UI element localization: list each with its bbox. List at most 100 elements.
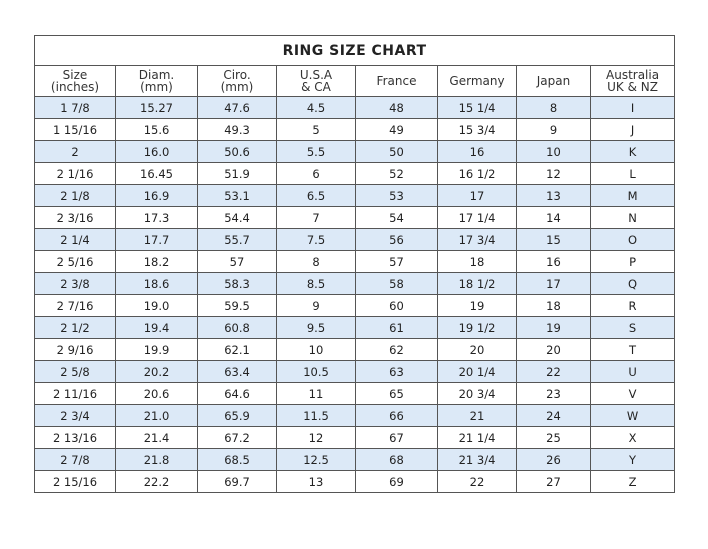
cell-australia-uk-nz: W — [589, 404, 676, 427]
column-header-line: U.S.A — [299, 68, 333, 82]
cell-germany: 21 3/4 — [437, 448, 517, 471]
cell-usa-ca: 11 — [276, 382, 356, 405]
column-header-line: Australia — [606, 68, 660, 82]
cell-australia-uk-nz: S — [589, 316, 676, 339]
cell-australia-uk-nz: R — [589, 294, 676, 317]
cell-france: 49 — [355, 118, 438, 141]
cell-size-inches: 1 15/16 — [34, 118, 116, 141]
cell-circumference-mm: 53.1 — [197, 184, 277, 207]
cell-usa-ca: 9 — [276, 294, 356, 317]
cell-france: 61 — [355, 316, 438, 339]
cell-size-inches: 2 7/16 — [34, 294, 116, 317]
cell-size-inches: 2 — [34, 140, 116, 163]
cell-japan: 17 — [516, 272, 591, 295]
cell-usa-ca: 10 — [276, 338, 356, 361]
table-row: 2 7/8 21.8 68.5 12.5 68 21 3/4 26 Y — [34, 448, 676, 471]
cell-australia-uk-nz: M — [589, 184, 676, 207]
column-header-line: UK & NZ — [607, 80, 658, 94]
cell-australia-uk-nz: X — [589, 426, 676, 449]
cell-japan: 12 — [516, 162, 591, 185]
cell-germany: 18 1/2 — [437, 272, 517, 295]
table-row: 2 1/4 17.7 55.7 7.5 56 17 3/4 15 O — [34, 228, 676, 251]
cell-germany: 16 1/2 — [437, 162, 517, 185]
cell-diameter-mm: 18.2 — [115, 250, 198, 273]
cell-diameter-mm: 21.8 — [115, 448, 198, 471]
cell-france: 65 — [355, 382, 438, 405]
table-row: 2 1/8 16.9 53.1 6.5 53 17 13 M — [34, 184, 676, 207]
cell-size-inches: 2 9/16 — [34, 338, 116, 361]
cell-circumference-mm: 57 — [197, 250, 277, 273]
cell-diameter-mm: 22.2 — [115, 470, 198, 493]
cell-australia-uk-nz: V — [589, 382, 676, 405]
cell-circumference-mm: 65.9 — [197, 404, 277, 427]
cell-circumference-mm: 62.1 — [197, 338, 277, 361]
table-row: 2 11/16 20.6 64.6 11 65 20 3/4 23 V — [34, 382, 676, 405]
cell-france: 68 — [355, 448, 438, 471]
table-row: 2 13/16 21.4 67.2 12 67 21 1/4 25 X — [34, 426, 676, 449]
cell-size-inches: 2 1/4 — [34, 228, 116, 251]
cell-france: 67 — [355, 426, 438, 449]
cell-usa-ca: 12.5 — [276, 448, 356, 471]
cell-diameter-mm: 16.9 — [115, 184, 198, 207]
column-header-line: Diam. — [138, 68, 175, 82]
cell-circumference-mm: 60.8 — [197, 316, 277, 339]
cell-france: 52 — [355, 162, 438, 185]
cell-australia-uk-nz: Y — [589, 448, 676, 471]
cell-australia-uk-nz: J — [589, 118, 676, 141]
cell-usa-ca: 5 — [276, 118, 356, 141]
cell-germany: 17 3/4 — [437, 228, 517, 251]
cell-diameter-mm: 20.6 — [115, 382, 198, 405]
cell-usa-ca: 7.5 — [276, 228, 356, 251]
cell-usa-ca: 9.5 — [276, 316, 356, 339]
cell-size-inches: 2 5/16 — [34, 250, 116, 273]
cell-japan: 19 — [516, 316, 591, 339]
cell-usa-ca: 8.5 — [276, 272, 356, 295]
cell-japan: 10 — [516, 140, 591, 163]
cell-usa-ca: 10.5 — [276, 360, 356, 383]
cell-france: 50 — [355, 140, 438, 163]
table-row: 2 5/8 20.2 63.4 10.5 63 20 1/4 22 U — [34, 360, 676, 383]
cell-france: 53 — [355, 184, 438, 207]
column-header-line: Japan — [536, 74, 571, 88]
table-row: 1 15/16 15.6 49.3 5 49 15 3/4 9 J — [34, 118, 676, 141]
cell-circumference-mm: 67.2 — [197, 426, 277, 449]
cell-usa-ca: 12 — [276, 426, 356, 449]
cell-size-inches: 2 15/16 — [34, 470, 116, 493]
cell-japan: 22 — [516, 360, 591, 383]
cell-australia-uk-nz: N — [589, 206, 676, 229]
cell-japan: 23 — [516, 382, 591, 405]
cell-japan: 20 — [516, 338, 591, 361]
cell-diameter-mm: 18.6 — [115, 272, 198, 295]
cell-usa-ca: 11.5 — [276, 404, 356, 427]
table-row: 2 3/16 17.3 54.4 7 54 17 1/4 14 N — [34, 206, 676, 229]
cell-germany: 15 1/4 — [437, 96, 517, 119]
cell-diameter-mm: 15.27 — [115, 96, 198, 119]
cell-germany: 22 — [437, 470, 517, 493]
cell-france: 60 — [355, 294, 438, 317]
table-row: 2 3/8 18.6 58.3 8.5 58 18 1/2 17 Q — [34, 272, 676, 295]
column-header-germany: Germany — [437, 65, 517, 97]
cell-diameter-mm: 21.0 — [115, 404, 198, 427]
cell-france: 66 — [355, 404, 438, 427]
cell-australia-uk-nz: P — [589, 250, 676, 273]
column-header-line: Size — [62, 68, 88, 82]
table-row: 2 16.0 50.6 5.5 50 16 10 K — [34, 140, 676, 163]
cell-japan: 16 — [516, 250, 591, 273]
cell-size-inches: 2 1/16 — [34, 162, 116, 185]
cell-france: 48 — [355, 96, 438, 119]
cell-france: 58 — [355, 272, 438, 295]
column-header-circumference-mm: Ciro. (mm) — [197, 65, 277, 97]
cell-germany: 21 — [437, 404, 517, 427]
cell-germany: 19 1/2 — [437, 316, 517, 339]
cell-france: 69 — [355, 470, 438, 493]
cell-germany: 17 — [437, 184, 517, 207]
cell-australia-uk-nz: K — [589, 140, 676, 163]
cell-australia-uk-nz: I — [589, 96, 676, 119]
cell-usa-ca: 5.5 — [276, 140, 356, 163]
cell-australia-uk-nz: Z — [589, 470, 676, 493]
column-header-line: (mm) — [220, 80, 254, 94]
cell-usa-ca: 8 — [276, 250, 356, 273]
cell-circumference-mm: 54.4 — [197, 206, 277, 229]
cell-japan: 27 — [516, 470, 591, 493]
cell-circumference-mm: 47.6 — [197, 96, 277, 119]
